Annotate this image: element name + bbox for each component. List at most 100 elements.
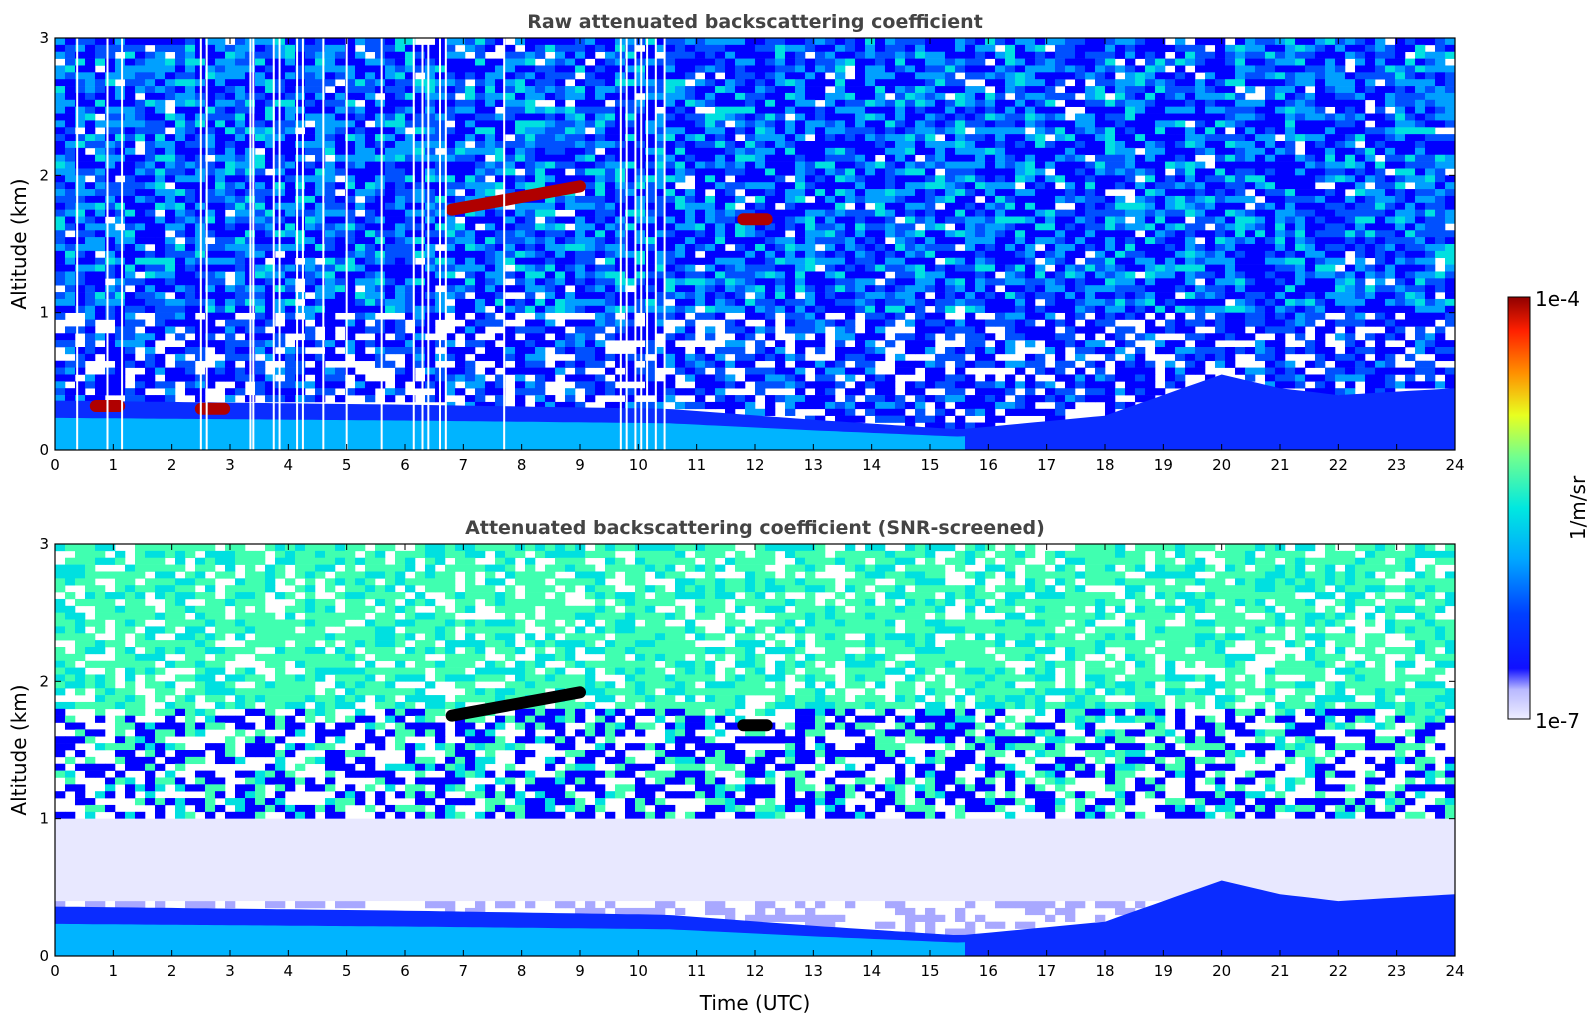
heat-cell [1065, 360, 1076, 368]
heat-cell [125, 326, 136, 334]
heat-cell [395, 58, 406, 66]
heat-cell [395, 367, 406, 375]
heat-cell [725, 168, 736, 176]
heat-cell [975, 120, 986, 128]
heat-cell [765, 257, 776, 265]
heat-cell [775, 44, 786, 53]
heat-cell [605, 367, 616, 375]
heat-cell [345, 278, 356, 286]
heat-cell [835, 305, 846, 313]
heat-cell [165, 79, 176, 87]
heat-cell [285, 202, 296, 210]
heat-cell [475, 237, 486, 245]
heat-cell [225, 285, 236, 293]
heat-cell [1045, 209, 1056, 217]
heat-cell [395, 106, 406, 114]
heat-cell [805, 65, 816, 73]
heat-cell [985, 244, 996, 252]
heat-cell [945, 182, 956, 190]
heat-cell [1075, 312, 1086, 320]
heat-cell [695, 134, 706, 142]
heat-cell [1025, 79, 1036, 87]
heat-cell [935, 65, 946, 73]
heat-cell [875, 305, 886, 313]
heat-cell [605, 86, 616, 94]
heat-cell [145, 340, 156, 348]
heat-cell [725, 72, 736, 80]
heat-cell [995, 72, 1006, 80]
heat-cell [155, 216, 166, 224]
heat-cell [865, 395, 876, 403]
heat-cell [535, 202, 546, 210]
heat-cell [795, 58, 806, 66]
heat-cell [665, 250, 676, 259]
heat-cell [745, 285, 756, 293]
heat-cell [205, 278, 216, 286]
heat-cell [385, 223, 396, 231]
heat-cell [595, 154, 606, 162]
heat-cell [795, 86, 806, 94]
heat-cell [125, 298, 136, 307]
heat-cell [315, 209, 326, 217]
heat-cell [785, 38, 796, 46]
heat-cell [215, 168, 226, 176]
heat-cell [975, 237, 986, 245]
heat-cell [145, 285, 156, 293]
heat-cell [185, 374, 196, 382]
heat-cell [65, 134, 76, 142]
heat-cell [215, 120, 226, 128]
heat-cell [935, 44, 946, 53]
heat-cell [255, 175, 266, 183]
heat-cell [795, 326, 806, 334]
heat-cell [885, 147, 896, 156]
heat-cell [525, 209, 536, 217]
heat-cell [355, 244, 366, 252]
heat-cell [1055, 319, 1066, 327]
heat-cell [305, 326, 316, 334]
heat-cell [1005, 44, 1016, 53]
heat-cell [325, 113, 336, 121]
heat-cell [695, 38, 706, 46]
heat-cell [695, 216, 706, 224]
heat-cell [85, 154, 96, 162]
heat-cell [905, 38, 916, 46]
heat-cell [55, 147, 66, 156]
heat-cell [965, 120, 976, 128]
heat-cell [1065, 65, 1076, 73]
heat-cell [135, 278, 146, 286]
heat-cell [975, 408, 986, 416]
heat-cell [145, 216, 156, 224]
heat-cell [745, 305, 756, 313]
heat-cell [425, 147, 436, 156]
heat-cell [1055, 216, 1066, 224]
heat-cell [685, 333, 696, 341]
heat-cell [705, 257, 716, 265]
heat-cell [395, 189, 406, 197]
heat-cell [1085, 209, 1096, 217]
heat-cell [1075, 278, 1086, 286]
heat-cell [1065, 147, 1076, 156]
heat-cell [725, 65, 736, 73]
heat-cell [85, 298, 96, 307]
heat-cell [895, 161, 906, 169]
heat-cell [655, 134, 666, 142]
heat-cell [905, 106, 916, 114]
heat-cell [605, 120, 616, 128]
heat-cell [55, 134, 66, 142]
heat-cell [485, 44, 496, 53]
heat-cell [345, 175, 356, 183]
heat-cell [945, 65, 956, 73]
heat-cell [645, 319, 656, 327]
heat-cell [865, 44, 876, 53]
heat-cell [835, 250, 846, 259]
heat-cell [1085, 168, 1096, 176]
heat-cell [415, 106, 426, 114]
heat-cell [715, 298, 726, 307]
heat-cell [355, 168, 366, 176]
heat-cell [375, 141, 386, 149]
heat-cell [65, 244, 76, 252]
heat-cell [185, 319, 196, 327]
heat-cell [375, 381, 386, 389]
heat-cell [625, 395, 636, 403]
heat-cell [665, 312, 676, 320]
